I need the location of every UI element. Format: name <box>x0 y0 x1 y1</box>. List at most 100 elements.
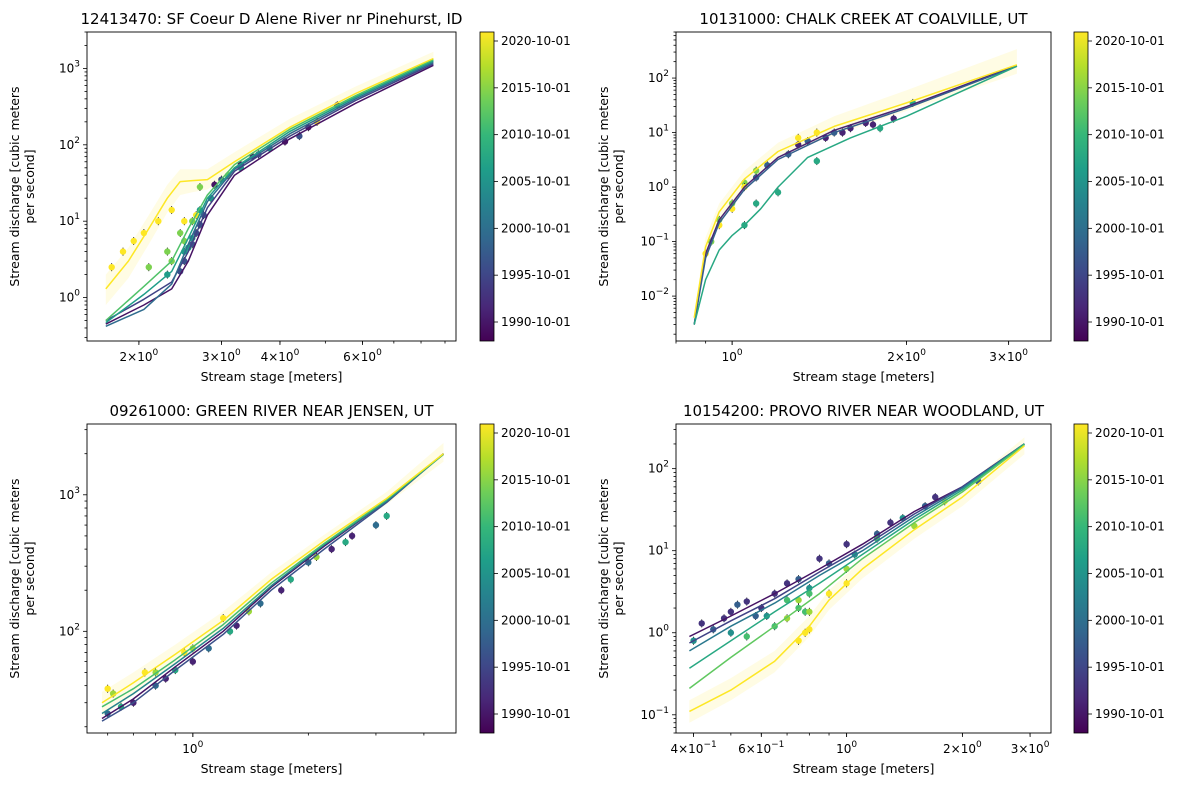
x-tick-label: 2×100 <box>120 348 159 364</box>
colorbar-tick-label: 2000-10-01 <box>1095 613 1165 627</box>
y-tick-label: 10−2 <box>640 287 669 303</box>
y-tick-label: 102 <box>59 136 80 152</box>
y-tick-label: 100 <box>648 178 669 194</box>
x-tick-label: 2×100 <box>943 740 982 756</box>
y-tick-label: 103 <box>59 486 80 502</box>
colorbar-gradient <box>1073 31 1089 342</box>
rating-curve-1 <box>689 443 1025 644</box>
colorbar-gradient <box>1073 423 1089 734</box>
plot-area <box>688 437 1025 723</box>
colorbar-gradient <box>479 31 495 342</box>
observation-point <box>181 217 188 225</box>
axes-frame <box>675 31 1052 342</box>
x-tick-label: 6×100 <box>343 348 382 364</box>
x-tick-label: 3×100 <box>1011 740 1050 756</box>
y-tick-label: 102 <box>648 69 669 85</box>
rating-curve-3 <box>101 453 444 708</box>
rating-curve-2 <box>101 453 444 715</box>
colorbar-tick-label: 2010-10-01 <box>1095 128 1165 142</box>
y-tick-label: 101 <box>648 542 669 558</box>
rating-curve-2 <box>689 443 1025 652</box>
rating-curve-1 <box>693 65 1018 325</box>
y-axis-label: Stream discharge [cubic metersper second… <box>596 478 626 678</box>
x-axis-label: Stream stage [meters] <box>201 761 343 776</box>
plot-area <box>693 49 1018 325</box>
x-axis-label: Stream stage [meters] <box>793 369 935 384</box>
colorbar-tick-label: 1990-10-01 <box>1095 315 1165 329</box>
observation-point <box>887 519 894 526</box>
observation-point <box>108 263 115 271</box>
chart-title: 10154200: PROVO RIVER NEAR WOODLAND, UT <box>683 402 1045 420</box>
rating-curve-4 <box>101 453 444 704</box>
y-tick-label: 102 <box>59 622 80 638</box>
observation-point <box>196 183 204 191</box>
rating-curve-3 <box>688 443 1025 669</box>
plot-area <box>105 51 434 327</box>
observation-point <box>752 200 760 207</box>
rating-curve-0 <box>689 443 1025 638</box>
colorbar-tick-label: 2015-10-01 <box>1095 473 1165 487</box>
chart-panel-woodland: 4×10−1 6×10−1 100 2×100 3×100 10−1 100 101 102 10… <box>596 402 1165 776</box>
colorbar-tick-label: 1990-10-01 <box>501 707 571 721</box>
observation-point <box>734 601 741 608</box>
x-tick-label: 4×10−1 <box>670 740 716 756</box>
rating-curve-5 <box>105 57 434 290</box>
observation-point <box>287 576 294 583</box>
chart-panel-pinehurst: 2×100 3×100 4×100 6×100 100 101 102 103 12413470… <box>7 10 571 384</box>
y-axis-label: Stream discharge [cubic metersper second… <box>7 86 37 286</box>
colorbar-tick-label: 2000-10-01 <box>1095 221 1165 235</box>
axes-frame <box>675 423 1052 734</box>
chart-title: 12413470: SF Coeur D Alene River nr Pine… <box>81 10 463 28</box>
chart-title: 09261000: GREEN RIVER NEAR JENSEN, UT <box>109 402 434 420</box>
y-axis-label: Stream discharge [cubic metersper second… <box>596 86 626 286</box>
observation-point <box>843 540 850 548</box>
observation-point <box>342 538 349 546</box>
rating-curve-4 <box>105 59 434 322</box>
rating-curve-0 <box>105 64 434 325</box>
colorbar-tick-label: 2000-10-01 <box>501 221 571 235</box>
rating-curve-1 <box>101 453 444 722</box>
observation-point <box>783 596 791 604</box>
observation-point <box>155 217 162 225</box>
x-tick-label: 3×100 <box>202 348 241 364</box>
observation-point <box>176 229 184 237</box>
observation-point <box>168 206 175 214</box>
rating-curve-2 <box>693 65 1018 325</box>
y-tick-label: 10−1 <box>640 706 669 722</box>
colorbar-tick-label: 2010-10-01 <box>501 520 571 534</box>
x-axis-label: Stream stage [meters] <box>793 761 935 776</box>
colorbar-tick-label: 2020-10-01 <box>1095 34 1165 48</box>
x-tick-label: 2×100 <box>887 348 926 364</box>
colorbar: 2020-10-01 2015-10-01 2010-10-01 2005-10-01… <box>479 423 571 734</box>
observation-point <box>806 584 813 592</box>
x-tick-label: 3×100 <box>989 348 1028 364</box>
x-tick-label: 4×100 <box>261 348 300 364</box>
observation-point <box>743 633 750 640</box>
colorbar: 2020-10-01 2015-10-01 2010-10-01 2005-10-01… <box>1073 31 1165 342</box>
colorbar-tick-label: 2010-10-01 <box>501 128 571 142</box>
colorbar-tick-label: 1995-10-01 <box>1095 660 1165 674</box>
colorbar-tick-label: 2005-10-01 <box>1095 175 1165 189</box>
colorbar-tick-label: 2010-10-01 <box>1095 520 1165 534</box>
observation-point <box>278 587 285 594</box>
y-axis-label: Stream discharge [cubic metersper second… <box>7 478 37 678</box>
colorbar-tick-label: 1995-10-01 <box>501 660 571 674</box>
observation-point <box>372 521 380 529</box>
observation-point <box>825 590 833 597</box>
observation-point <box>774 189 782 196</box>
observation-point <box>189 658 197 665</box>
colorbar-tick-label: 2020-10-01 <box>501 426 571 440</box>
observation-point <box>145 263 153 271</box>
colorbar-tick-label: 1990-10-01 <box>1095 707 1165 721</box>
observation-point <box>869 121 877 128</box>
colorbar-tick-label: 2015-10-01 <box>1095 81 1165 95</box>
y-tick-label: 102 <box>648 460 669 476</box>
observation-point <box>348 532 356 540</box>
colorbar-tick-label: 1995-10-01 <box>1095 268 1165 282</box>
x-tick-label: 100 <box>722 348 743 364</box>
observation-point <box>328 545 335 553</box>
axes-frame <box>86 423 457 734</box>
y-tick-label: 100 <box>59 289 80 305</box>
colorbar-tick-label: 2015-10-01 <box>501 473 571 487</box>
